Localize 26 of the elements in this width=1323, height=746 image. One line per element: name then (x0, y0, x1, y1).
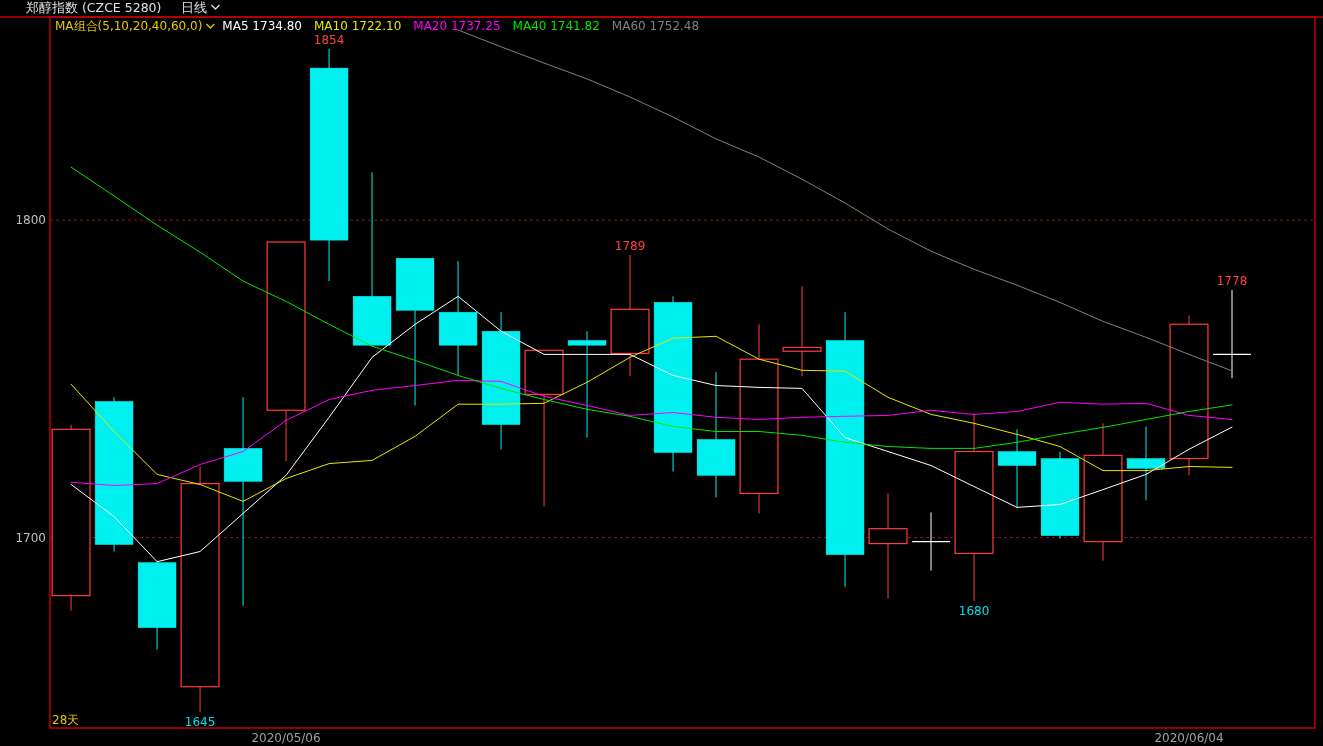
chart-subtitle: 日线 (181, 0, 208, 15)
line-series (70, 295, 1233, 563)
chart-title: 郑醇指数 (CZCE 5280) (26, 0, 162, 15)
text: MA5 1734.80 (222, 19, 302, 33)
y-tick-label: 1800 (15, 213, 46, 228)
candlestick (782, 285, 822, 377)
candlestick (567, 330, 607, 439)
annotation: 28天 (52, 713, 80, 727)
annotation: 1680 (958, 604, 990, 619)
text: MA20 1737.25 (413, 19, 501, 33)
line-series (70, 335, 1233, 502)
x-tick-label: 2020/05/06 (251, 731, 321, 745)
annotation: 1778 (1216, 273, 1248, 288)
line-series (70, 379, 1233, 486)
x-tick-label: 2020/06/04 (1154, 731, 1224, 745)
text: MA40 1741.82 (512, 19, 600, 33)
legend-title: MA组合(5,10,20,40,60,0) (55, 19, 203, 33)
text: MA10 1722.10 (314, 19, 402, 33)
candlestick (1126, 425, 1166, 501)
annotation: 1645 (184, 715, 216, 730)
y-tick-label: 1700 (15, 530, 46, 545)
candlestick (911, 511, 951, 572)
annotation: 1789 (614, 239, 646, 254)
annotation: 1854 (313, 32, 345, 47)
candlestick (1212, 289, 1252, 379)
text: MA60 1752.48 (611, 19, 700, 33)
